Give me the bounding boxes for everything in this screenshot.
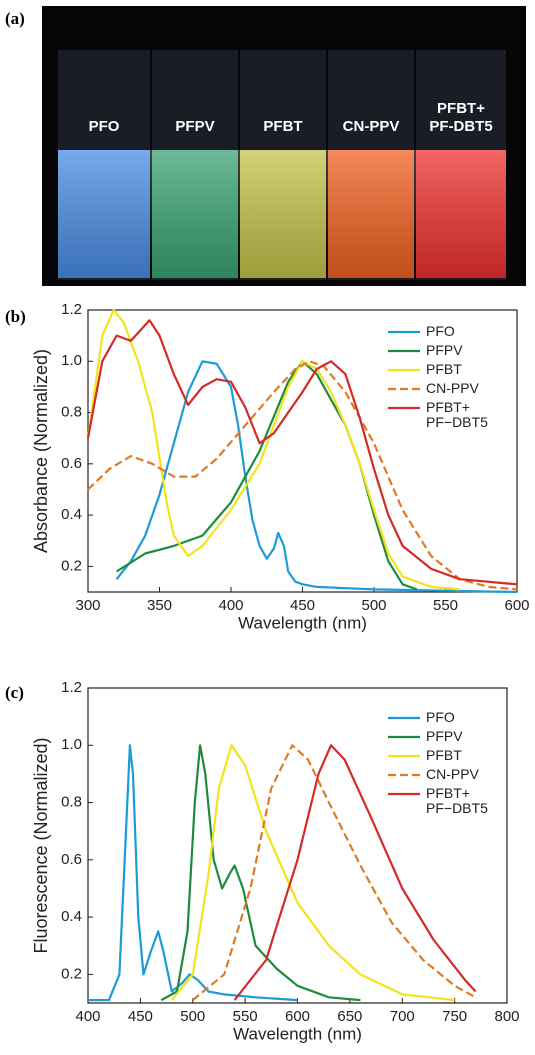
y-tick-label: 1.2: [61, 679, 82, 696]
vial-shade: [58, 150, 506, 278]
series-line: [116, 360, 418, 591]
vial-label: CN-PPV: [342, 118, 400, 135]
x-tick-label: 600: [285, 1008, 310, 1025]
legend-label: PFBT+ PF−DBT5: [426, 785, 488, 816]
y-axis-label: Fluorescence (Normalized): [31, 737, 51, 953]
legend-label: CN-PPV: [426, 380, 479, 396]
legend-label: PFBT: [426, 747, 462, 763]
vial-label: PFBT+ PF-DBT5: [429, 100, 493, 135]
x-tick-label: 400: [218, 597, 243, 614]
x-tick-label: 750: [442, 1008, 467, 1025]
y-tick-label: 0.4: [61, 908, 82, 925]
x-axis-label: Wavelength (nm): [238, 613, 367, 632]
vial-label: PFO: [88, 118, 120, 135]
y-tick-label: 0.6: [61, 455, 82, 472]
x-tick-label: 300: [75, 597, 100, 614]
x-tick-label: 500: [361, 597, 386, 614]
panel-label: (b): [5, 307, 26, 326]
x-tick-label: 400: [75, 1008, 100, 1025]
y-tick-label: 0.6: [61, 851, 82, 868]
x-tick-label: 800: [494, 1008, 519, 1025]
vial-label: PFBT: [263, 118, 303, 135]
x-tick-label: 450: [290, 597, 315, 614]
x-tick-label: 700: [390, 1008, 415, 1025]
legend-label: PFPV: [426, 342, 463, 358]
x-tick-label: 550: [433, 597, 458, 614]
x-axis-label: Wavelength (nm): [233, 1024, 362, 1043]
series-line: [86, 308, 460, 591]
vial-label: PFPV: [175, 118, 215, 135]
series-line: [170, 744, 455, 1002]
y-axis-label: Absorbance (Normalized): [31, 349, 51, 553]
legend-label: CN-PPV: [426, 766, 479, 782]
vials: [58, 50, 506, 280]
y-tick-label: 1.0: [61, 352, 82, 369]
series-line: [160, 744, 361, 1002]
y-tick-label: 0.4: [61, 506, 82, 523]
legend-label: PFPV: [426, 728, 463, 744]
panel-label: (c): [5, 683, 24, 702]
x-tick-label: 650: [337, 1008, 362, 1025]
series-line: [88, 744, 298, 1002]
y-tick-label: 0.2: [61, 557, 82, 574]
series-line: [192, 744, 477, 1001]
series-line: [87, 360, 518, 591]
series-line: [233, 744, 477, 1001]
y-tick-label: 0.2: [61, 965, 82, 982]
series-line: [86, 319, 518, 586]
legend-label: PFBT: [426, 361, 462, 377]
y-tick-label: 1.2: [61, 301, 82, 318]
y-tick-label: 0.8: [61, 794, 82, 811]
legend-label: PFO: [426, 323, 455, 339]
x-tick-label: 600: [504, 597, 529, 614]
x-tick-label: 350: [147, 597, 172, 614]
legend-label: PFO: [426, 709, 455, 725]
y-tick-label: 0.8: [61, 404, 82, 421]
x-tick-label: 550: [233, 1008, 258, 1025]
x-tick-label: 500: [180, 1008, 205, 1025]
series-line: [115, 360, 518, 594]
legend-label: PFBT+ PF−DBT5: [426, 399, 488, 430]
y-tick-label: 1.0: [61, 736, 82, 753]
x-tick-label: 450: [128, 1008, 153, 1025]
panel-label: (a): [5, 9, 25, 28]
